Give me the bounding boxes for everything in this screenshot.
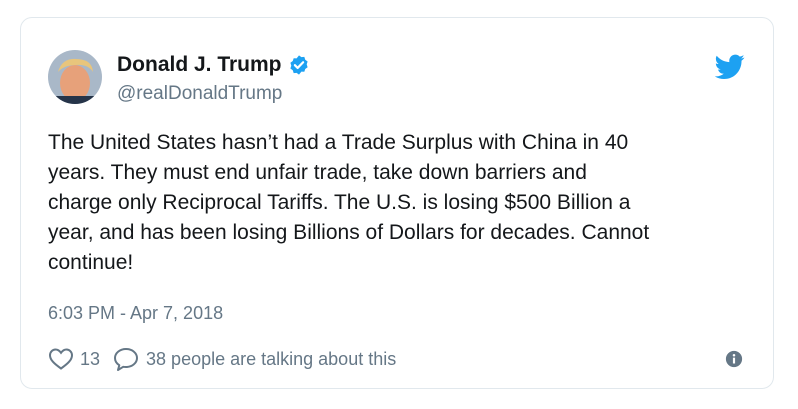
tweet-text: The United States hasn’t had a Trade Sur… [48,131,650,274]
like-count[interactable]: 13 [80,348,101,369]
talking-about-link[interactable]: 38 people are talking about this [146,348,397,369]
speech-bubble-icon[interactable] [112,346,140,372]
heart-icon[interactable] [48,347,74,371]
author-name-row[interactable]: Donald J. Trump [117,52,310,78]
author-handle[interactable]: @realDonaldTrump [117,83,283,104]
author-name[interactable]: Donald J. Trump [117,53,282,76]
tweet-actions: 13 38 people are talking about this [48,346,396,372]
tweet-timestamp[interactable]: 6:03 PM - Apr 7, 2018 [48,303,224,323]
avatar-image [48,50,102,104]
tweet-card: Donald J. Trump @realDonaldTrump The Uni… [20,17,774,389]
info-icon[interactable] [725,350,743,368]
avatar[interactable] [48,50,102,104]
twitter-bird-icon[interactable] [715,54,745,80]
verified-badge-icon [289,55,308,75]
